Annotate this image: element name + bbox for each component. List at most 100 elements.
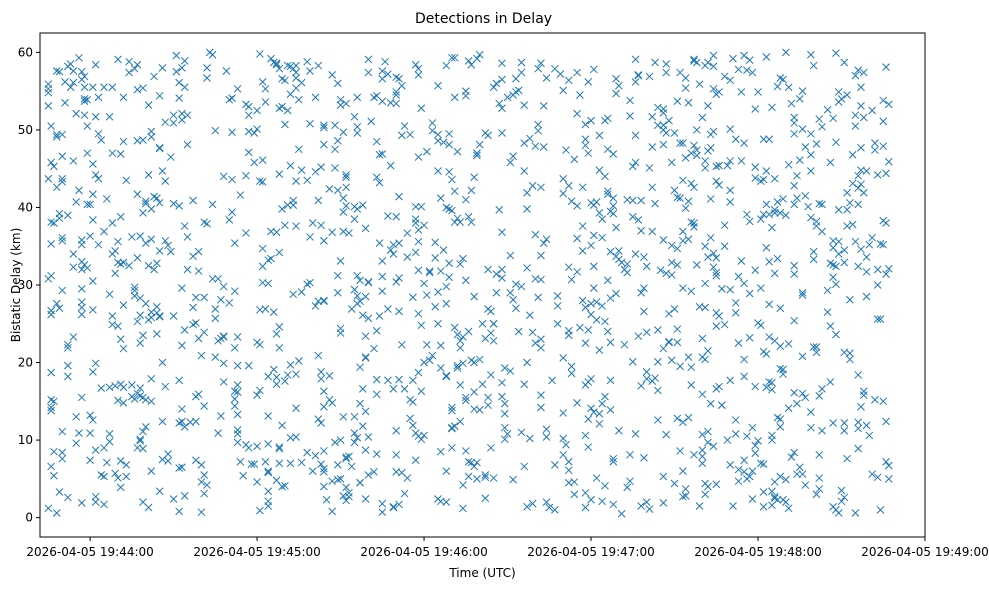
data-point: [525, 311, 534, 320]
data-point: [272, 228, 281, 237]
data-point: [409, 376, 417, 385]
data-point: [364, 314, 373, 323]
data-point: [83, 122, 92, 130]
data-point: [709, 249, 718, 258]
data-point: [684, 353, 693, 361]
data-point: [615, 81, 623, 90]
data-point: [320, 468, 328, 476]
data-point: [94, 174, 103, 183]
data-point: [834, 509, 843, 517]
data-point: [698, 430, 707, 439]
data-point: [642, 262, 651, 271]
data-point: [567, 362, 576, 371]
data-point: [297, 166, 306, 175]
data-point: [395, 239, 403, 247]
data-point: [587, 116, 595, 125]
data-point: [790, 129, 799, 138]
data-point: [509, 295, 517, 304]
data-point: [189, 303, 197, 312]
data-point: [531, 339, 540, 348]
data-point: [281, 76, 289, 85]
data-point: [361, 292, 370, 301]
data-point: [166, 247, 175, 256]
data-point: [450, 187, 459, 196]
data-point: [712, 271, 721, 280]
data-point: [342, 453, 350, 461]
data-point: [125, 57, 133, 66]
data-point: [706, 233, 715, 242]
data-point: [77, 265, 86, 274]
data-point: [175, 507, 184, 516]
data-point: [506, 367, 515, 375]
data-point: [395, 274, 403, 282]
data-point: [52, 299, 61, 308]
data-point: [862, 167, 871, 175]
data-point: [372, 326, 381, 335]
data-point: [417, 321, 426, 330]
data-point: [498, 392, 506, 401]
data-point: [829, 114, 838, 123]
data-point: [567, 197, 576, 206]
data-point: [692, 260, 701, 269]
data-point: [434, 130, 442, 139]
data-point: [787, 99, 796, 108]
data-point: [178, 64, 186, 72]
data-point: [58, 233, 67, 242]
data-point: [155, 247, 164, 255]
data-point: [667, 356, 676, 365]
data-point: [832, 138, 840, 147]
data-point: [442, 203, 451, 212]
data-point: [692, 151, 701, 160]
data-point: [397, 81, 406, 90]
data-point: [442, 61, 451, 70]
data-point: [194, 267, 203, 275]
data-point: [745, 217, 754, 226]
data-point: [450, 53, 459, 62]
data-point: [361, 224, 370, 233]
data-point: [108, 320, 117, 329]
data-point: [392, 450, 401, 459]
data-point: [58, 286, 67, 295]
data-point: [347, 462, 356, 471]
data-point: [726, 376, 735, 385]
data-point: [161, 177, 170, 185]
data-point: [336, 95, 345, 104]
data-point: [523, 264, 531, 272]
data-point: [459, 333, 467, 341]
data-point: [642, 328, 651, 337]
data-point: [47, 406, 55, 415]
data-point: [333, 136, 342, 145]
data-point: [194, 390, 203, 399]
data-point: [701, 490, 709, 499]
data-point: [473, 458, 481, 467]
data-point: [89, 190, 97, 199]
data-point: [754, 436, 762, 445]
data-point: [325, 371, 334, 380]
data-point: [91, 492, 100, 501]
data-point: [439, 246, 448, 254]
data-point: [139, 498, 147, 506]
data-point: [225, 298, 234, 307]
data-point: [105, 112, 114, 121]
data-point: [818, 426, 826, 435]
data-point: [77, 298, 86, 306]
data-point: [183, 140, 192, 149]
data-point: [882, 417, 890, 426]
data-point: [704, 427, 712, 436]
data-point: [339, 128, 348, 137]
data-point: [89, 160, 97, 168]
data-point: [459, 359, 467, 368]
data-point: [258, 178, 267, 186]
data-point: [681, 492, 690, 500]
data-point: [765, 257, 774, 266]
data-point: [317, 460, 325, 468]
data-point: [372, 91, 381, 100]
data-point: [395, 500, 403, 509]
data-point: [372, 137, 381, 146]
data-point: [314, 196, 323, 205]
data-point: [267, 54, 275, 63]
data-point: [717, 401, 726, 410]
data-point: [626, 112, 634, 120]
x-axis: 2026-04-05 19:44:00 2026-04-05 19:45:00 20…: [26, 537, 989, 559]
data-point: [183, 233, 192, 241]
